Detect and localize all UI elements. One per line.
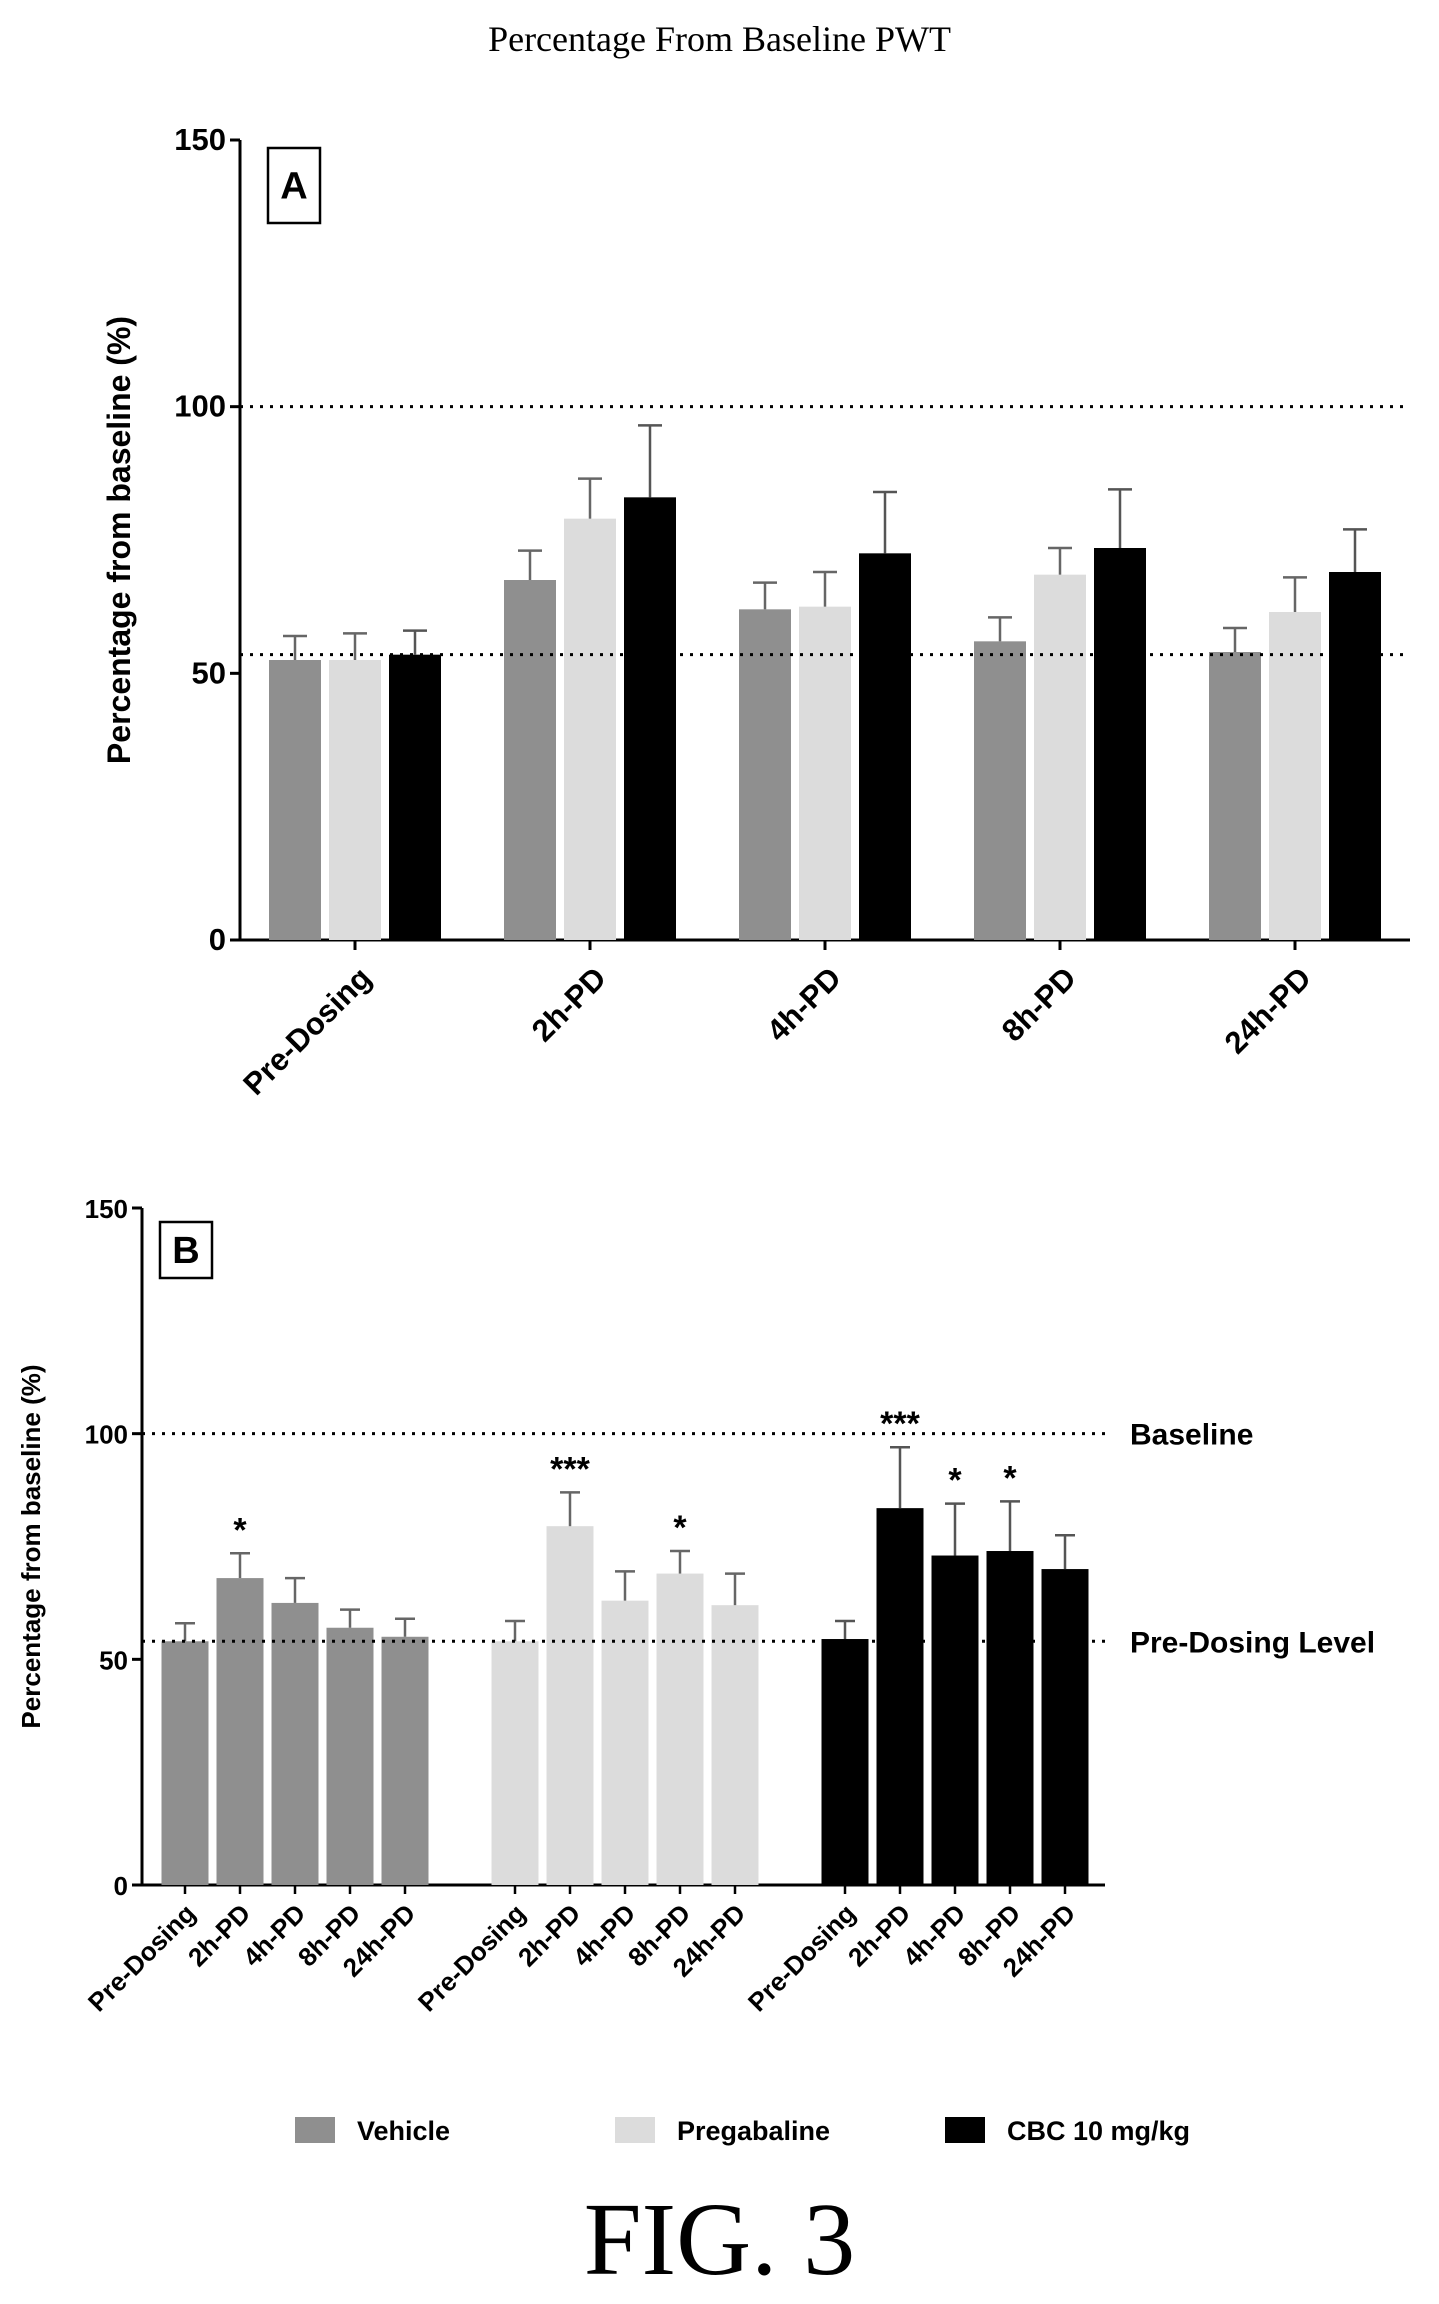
legend-swatch (615, 2117, 655, 2143)
bar (974, 641, 1026, 940)
y-tick-label: 150 (85, 1194, 128, 1224)
x-tick-label: 4h-PD (237, 1898, 311, 1972)
legend-label: Pregabaline (677, 2116, 830, 2146)
bar (876, 1508, 924, 1885)
bar (656, 1573, 704, 1885)
bar (601, 1600, 649, 1885)
y-tick-label: 50 (99, 1645, 128, 1675)
legend-swatch (945, 2117, 985, 2143)
panel-letter-box (266, 146, 322, 225)
x-tick-label: Pre-Dosing (82, 1898, 201, 2017)
bar (1034, 574, 1086, 940)
significance-marker: * (948, 1462, 962, 1500)
bar (739, 609, 791, 940)
bar (216, 1578, 264, 1885)
y-tick-label: 50 (192, 655, 226, 690)
x-tick-label: 2h-PD (525, 960, 613, 1048)
y-tick-label: 0 (114, 1871, 128, 1901)
reference-line-label: Baseline (1130, 1419, 1253, 1452)
x-tick-label: 2h-PD (842, 1898, 916, 1972)
y-tick-label: 0 (209, 922, 226, 957)
bar (711, 1605, 759, 1885)
bar (1041, 1569, 1089, 1885)
bar (1269, 612, 1321, 940)
reference-line-label: Pre-Dosing Level (1130, 1626, 1375, 1659)
legend: Vehicle Pregabaline CBC 10 mg/kg (295, 2116, 1190, 2146)
figure-caption: FIG. 3 (583, 2182, 856, 2297)
panel-a: 0 50 100 150 Percentage from baseline (%) A Pr… (101, 122, 1410, 1102)
bar (799, 606, 851, 940)
significance-marker: * (233, 1511, 247, 1549)
y-tick-label: 150 (174, 122, 226, 157)
bar (986, 1551, 1034, 1885)
bar (1094, 548, 1146, 940)
x-tick-label: 8h-PD (995, 960, 1083, 1048)
panel-letter: B (172, 1230, 199, 1272)
panel-letter: A (280, 166, 307, 208)
significance-marker: *** (880, 1405, 920, 1443)
y-axis-label: Percentage from baseline (%) (16, 1364, 46, 1728)
x-tick-label: Pre-Dosing (236, 960, 378, 1102)
legend-swatch (295, 2117, 335, 2143)
legend-label: CBC 10 mg/kg (1007, 2116, 1190, 2146)
significance-marker: *** (550, 1450, 590, 1488)
significance-marker: * (1003, 1459, 1017, 1497)
bar (161, 1641, 209, 1885)
panel-letter-box (158, 1220, 214, 1280)
bar (491, 1641, 539, 1885)
bar (504, 580, 556, 940)
bar (546, 1526, 594, 1885)
bar (1329, 572, 1381, 940)
bar (859, 553, 911, 940)
y-axis-label: Percentage from baseline (%) (101, 316, 137, 764)
bar (326, 1627, 374, 1885)
y-tick-label: 100 (85, 1420, 128, 1450)
x-tick-label: 4h-PD (760, 960, 848, 1048)
x-tick-label: 2h-PD (512, 1898, 586, 1972)
x-tick-label: 2h-PD (182, 1898, 256, 1972)
bar (269, 660, 321, 940)
x-tick-label: Pre-Dosing (412, 1898, 531, 2017)
x-tick-label: Pre-Dosing (742, 1898, 861, 2017)
bar (821, 1639, 869, 1885)
y-tick-label: 100 (174, 389, 226, 424)
page-title: Percentage From Baseline PWT (488, 19, 951, 59)
bar (1209, 652, 1261, 940)
x-tick-label: 4h-PD (567, 1898, 641, 1972)
legend-label: Vehicle (357, 2116, 450, 2146)
significance-marker: * (673, 1509, 687, 1547)
bar (389, 654, 441, 940)
x-tick-label: 4h-PD (897, 1898, 971, 1972)
bar (931, 1555, 979, 1885)
bar (381, 1636, 429, 1885)
x-tick-label: 24h-PD (1218, 960, 1318, 1060)
bar (271, 1602, 319, 1885)
bar (564, 518, 616, 940)
bar (329, 660, 381, 940)
bar (624, 497, 676, 940)
